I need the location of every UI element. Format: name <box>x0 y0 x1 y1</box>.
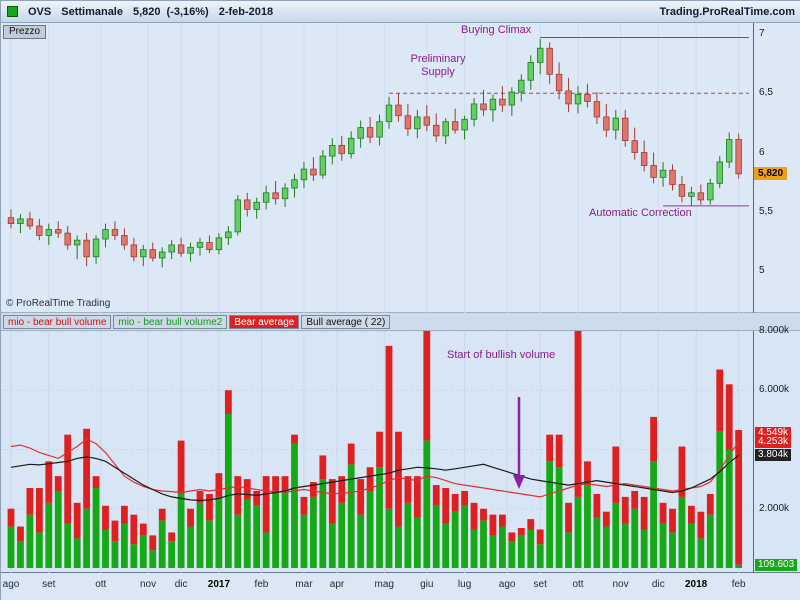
symbol: OVS <box>28 5 52 18</box>
time-axis-label: ott <box>572 579 584 590</box>
time-axis-label: set <box>42 579 56 590</box>
brand-link[interactable]: Trading.ProRealTime.com <box>659 5 795 18</box>
volume-chart[interactable] <box>1 331 753 573</box>
time-axis-label: 2018 <box>685 579 708 590</box>
price-axis-label: 7 <box>759 28 765 39</box>
time-axis-label: ott <box>95 579 107 590</box>
price-axis-label: 6 <box>759 146 765 158</box>
quote: 5,820 (-3,16%) <box>133 6 209 18</box>
legend-bear-bull-volume2[interactable]: mio - bear bull volume2 <box>113 314 228 329</box>
time-axis-label: 2017 <box>207 579 231 590</box>
annotation-buying-climax: Buying Climax <box>461 24 532 36</box>
bear-average-badge: 4.253k <box>755 436 792 448</box>
quote-date: 2-feb-2018 <box>218 5 274 18</box>
time-axis-label: feb <box>254 579 269 590</box>
price-panel-tab[interactable]: Prezzo <box>3 25 47 39</box>
legend-bear-bull-volume[interactable]: mio - bear bull volume <box>3 314 112 329</box>
timeframe: Settimanale <box>61 5 123 18</box>
time-axis-label: lug <box>457 579 472 590</box>
time-axis-label: set <box>533 579 547 590</box>
time-axis-label: dic <box>651 579 665 590</box>
time-axis: ago set ott nov dic 2017 feb mar apr mag giu lug ago… <box>1 573 800 600</box>
last-price-badge: 5,820 <box>754 166 788 180</box>
current-bull-volume-badge: 109.603 <box>755 558 798 571</box>
price-axis-label: 6,5 <box>759 87 773 99</box>
volume-panel: Start of bullish volume 8.000k 6.000k 2.00… <box>1 325 800 573</box>
volume-axis-label: 6.000k <box>759 384 790 396</box>
volume-y-axis: 8.000k 6.000k 2.000k 4.549k 4.253k 3.804k 109.… <box>753 325 800 573</box>
time-axis-label: mag <box>374 579 394 590</box>
time-axis-label: apr <box>329 579 345 590</box>
time-axis-label: giu <box>420 579 434 590</box>
price-axis-label: 5 <box>759 265 765 276</box>
candlestick-chart[interactable] <box>1 23 753 313</box>
price-y-axis: 7 6,5 6 5,5 5 <box>753 23 800 313</box>
annotation-automatic-correction: Automatic Correction <box>589 207 692 219</box>
bull-average-badge: 3.804k <box>755 449 792 462</box>
instrument-logo-icon <box>7 6 18 17</box>
time-axis-label: feb <box>731 579 746 590</box>
time-axis-label: dic <box>174 579 188 590</box>
annotation-preliminary-supply: Preliminary Supply <box>410 53 466 78</box>
volume-axis-label: 2.000k <box>759 502 790 514</box>
indicator-legend-bar: mio - bear bull volume mio - bear bull v… <box>1 313 800 331</box>
time-axis-label: nov <box>139 579 157 590</box>
time-axis-label: ago <box>498 579 516 590</box>
volume-axis-label: 8.000k <box>759 325 790 336</box>
time-axis-label: nov <box>612 579 629 590</box>
time-axis-label: mar <box>295 579 313 590</box>
price-change: (-3,16%) <box>166 5 209 18</box>
legend-bear-average[interactable]: Bear average <box>229 314 300 329</box>
price-panel: Prezzo Buying Climax Preliminary Supply … <box>1 23 800 313</box>
copyright: © ProRealTime Trading <box>6 298 111 309</box>
annotation-start-of-bullish-volume: Start of bullish volume <box>447 349 556 361</box>
price-axis-label: 5,5 <box>759 205 773 217</box>
time-axis-label: ago <box>2 579 20 590</box>
last-price: 5,820 <box>132 5 161 18</box>
title-bar: OVS Settimanale 5,820 (-3,16%) 2-feb-201… <box>1 1 800 23</box>
legend-bull-average[interactable]: Bull average ( 22) <box>301 314 391 329</box>
